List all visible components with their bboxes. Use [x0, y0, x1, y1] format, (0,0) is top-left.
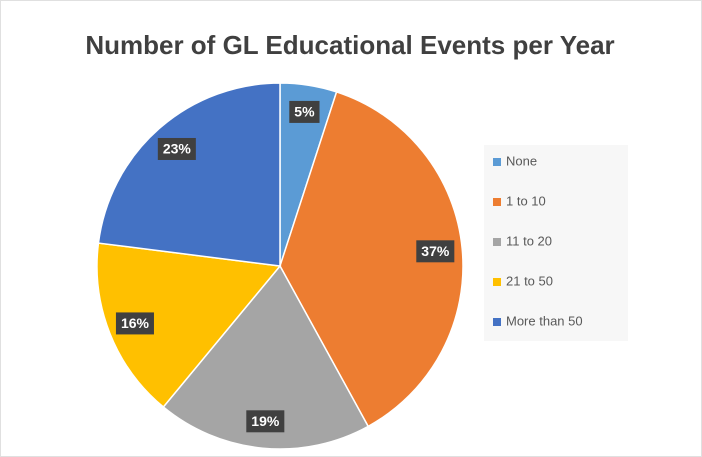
legend-label: More than 50 — [506, 313, 583, 328]
legend-swatch — [493, 278, 501, 286]
data-label-box — [157, 137, 196, 160]
pie-slice — [279, 91, 464, 428]
legend-label: 11 to 20 — [506, 233, 552, 248]
legend-box — [484, 145, 628, 341]
legend-label: 1 to 10 — [506, 193, 546, 208]
data-label-box — [115, 312, 154, 335]
data-label: 19% — [251, 413, 280, 429]
data-label-box — [289, 100, 320, 123]
data-label-box — [416, 240, 455, 263]
pie-slice — [162, 264, 370, 450]
pie-slice — [96, 242, 282, 409]
legend-label: None — [506, 153, 537, 168]
legend-label: 21 to 50 — [506, 273, 553, 288]
pie-slice — [97, 82, 281, 267]
legend-swatch — [493, 158, 501, 166]
legend-swatch — [493, 238, 501, 246]
legend-swatch — [493, 198, 501, 206]
data-label: 37% — [421, 243, 450, 259]
data-label: 23% — [163, 141, 192, 157]
data-label: 5% — [294, 104, 315, 120]
legend-swatch — [493, 318, 501, 326]
data-label: 16% — [121, 315, 150, 331]
data-label-box — [246, 410, 285, 433]
chart-title: Number of GL Educational Events per Year — [85, 30, 614, 60]
